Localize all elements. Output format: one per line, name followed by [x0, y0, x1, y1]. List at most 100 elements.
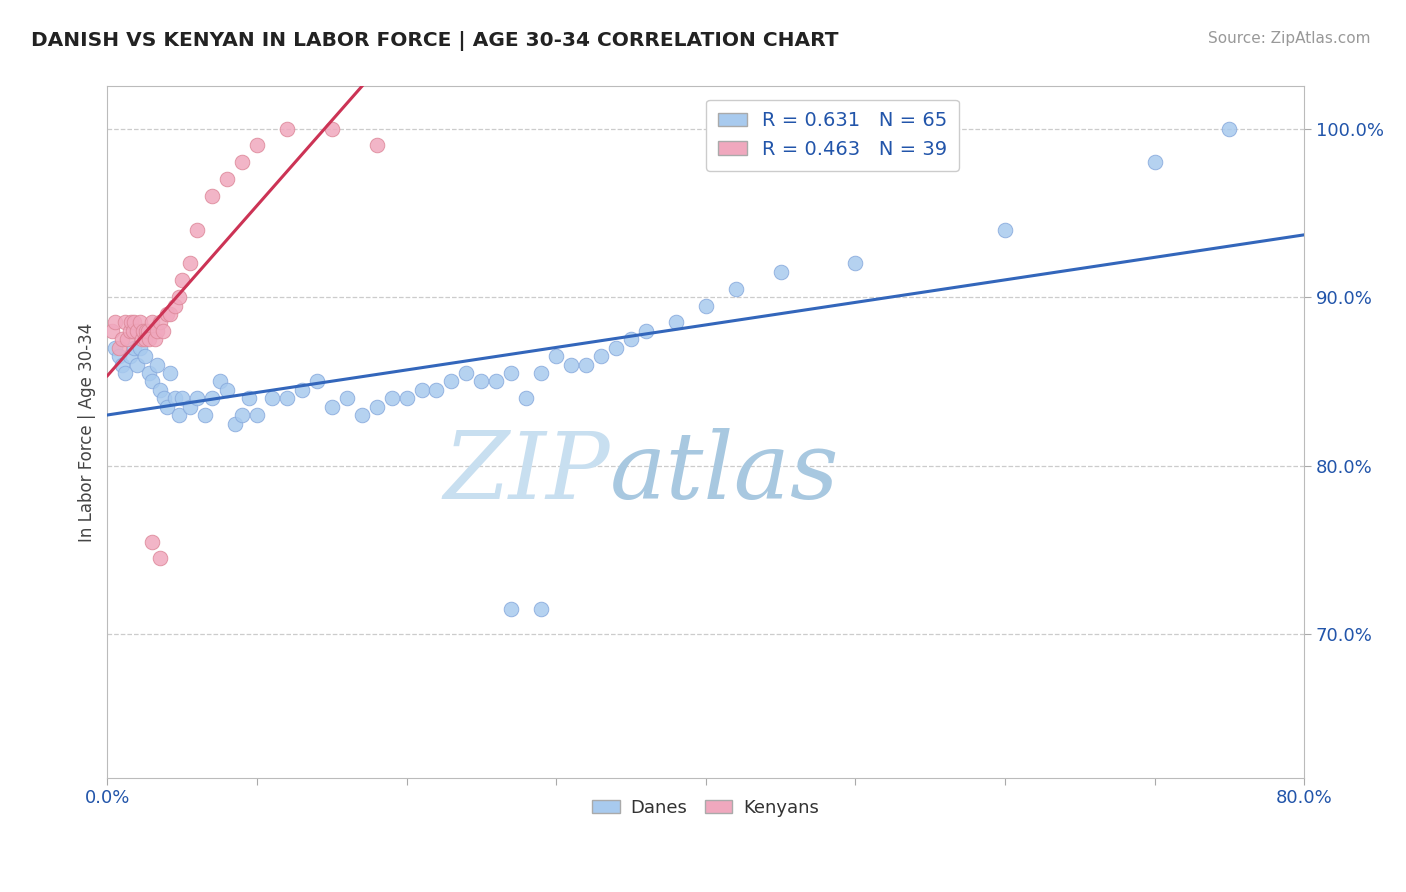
- Point: [530, 602, 553, 616]
- Point: [231, 408, 253, 422]
- Point: [136, 324, 159, 338]
- Point: [111, 332, 134, 346]
- Point: [224, 417, 246, 431]
- Point: [276, 121, 298, 136]
- Point: [121, 324, 143, 338]
- Point: [246, 408, 269, 422]
- Point: [634, 324, 657, 338]
- Point: [138, 366, 160, 380]
- Point: [138, 332, 160, 346]
- Point: [127, 358, 149, 372]
- Point: [124, 315, 146, 329]
- Point: [215, 172, 238, 186]
- Point: [724, 282, 747, 296]
- Point: [620, 332, 643, 346]
- Point: [152, 324, 174, 338]
- Text: atlas: atlas: [610, 428, 839, 518]
- Point: [156, 400, 179, 414]
- Point: [186, 222, 208, 236]
- Point: [159, 307, 181, 321]
- Point: [589, 349, 612, 363]
- Point: [143, 332, 166, 346]
- Point: [769, 265, 792, 279]
- Point: [994, 222, 1017, 236]
- Point: [291, 383, 314, 397]
- Y-axis label: In Labor Force | Age 30-34: In Labor Force | Age 30-34: [79, 322, 96, 541]
- Point: [485, 375, 508, 389]
- Point: [141, 375, 163, 389]
- Point: [665, 315, 688, 329]
- Point: [350, 408, 373, 422]
- Point: [321, 400, 343, 414]
- Point: [145, 324, 167, 338]
- Point: [131, 332, 153, 346]
- Point: [605, 341, 627, 355]
- Point: [336, 391, 359, 405]
- Point: [163, 391, 186, 405]
- Point: [501, 602, 523, 616]
- Point: [120, 315, 142, 329]
- Point: [127, 324, 149, 338]
- Point: [179, 256, 201, 270]
- Point: [118, 349, 141, 363]
- Point: [246, 138, 269, 153]
- Point: [215, 383, 238, 397]
- Point: [501, 366, 523, 380]
- Point: [118, 324, 141, 338]
- Point: [167, 290, 190, 304]
- Point: [575, 358, 598, 372]
- Point: [470, 375, 492, 389]
- Point: [108, 349, 131, 363]
- Point: [366, 400, 388, 414]
- Point: [515, 391, 537, 405]
- Point: [156, 307, 179, 321]
- Point: [440, 375, 463, 389]
- Point: [124, 341, 146, 355]
- Point: [1218, 121, 1240, 136]
- Point: [260, 391, 283, 405]
- Text: DANISH VS KENYAN IN LABOR FORCE | AGE 30-34 CORRELATION CHART: DANISH VS KENYAN IN LABOR FORCE | AGE 30…: [31, 31, 838, 51]
- Point: [530, 366, 553, 380]
- Point: [1143, 155, 1166, 169]
- Point: [104, 341, 127, 355]
- Point: [201, 189, 224, 203]
- Point: [172, 391, 194, 405]
- Point: [153, 391, 176, 405]
- Text: Source: ZipAtlas.com: Source: ZipAtlas.com: [1208, 31, 1371, 46]
- Point: [695, 299, 717, 313]
- Point: [149, 383, 172, 397]
- Point: [238, 391, 260, 405]
- Point: [104, 315, 127, 329]
- Point: [844, 256, 866, 270]
- Point: [305, 375, 328, 389]
- Point: [208, 375, 231, 389]
- Point: [411, 383, 433, 397]
- Point: [101, 324, 124, 338]
- Point: [546, 349, 568, 363]
- Text: ZIP: ZIP: [443, 428, 610, 518]
- Point: [194, 408, 217, 422]
- Point: [149, 315, 172, 329]
- Point: [381, 391, 404, 405]
- Point: [186, 391, 208, 405]
- Point: [201, 391, 224, 405]
- Point: [114, 315, 136, 329]
- Point: [145, 358, 167, 372]
- Point: [163, 299, 186, 313]
- Point: [366, 138, 388, 153]
- Point: [115, 332, 138, 346]
- Point: [167, 408, 190, 422]
- Point: [135, 324, 157, 338]
- Point: [129, 341, 152, 355]
- Point: [179, 400, 201, 414]
- Legend: Danes, Kenyans: Danes, Kenyans: [585, 791, 827, 824]
- Point: [456, 366, 478, 380]
- Point: [159, 366, 181, 380]
- Point: [132, 324, 155, 338]
- Point: [134, 349, 156, 363]
- Point: [321, 121, 343, 136]
- Point: [231, 155, 253, 169]
- Point: [425, 383, 447, 397]
- Point: [111, 358, 134, 372]
- Point: [114, 366, 136, 380]
